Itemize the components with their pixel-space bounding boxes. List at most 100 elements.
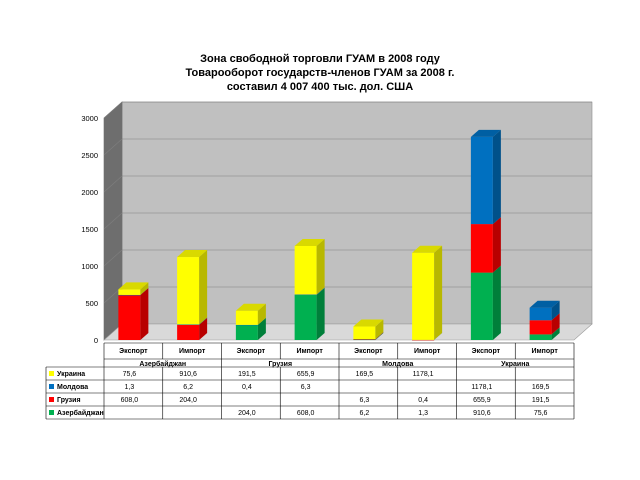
bar-5-Грузия-side: [434, 332, 443, 340]
chart-title-line-3: составил 4 007 400 тыс. дол. США: [227, 81, 413, 93]
legend-key-Молдова: [49, 384, 54, 389]
group-label: Грузия: [268, 361, 292, 368]
bar-6-Грузия-side: [492, 217, 501, 273]
data-label: 6,3: [360, 397, 370, 404]
group-label: Молдова: [382, 361, 413, 368]
bar-2-Украина-top: [235, 303, 266, 311]
legend-key-Грузия: [49, 397, 54, 402]
data-label: 6,2: [360, 410, 370, 417]
bar-3-Украина-top: [294, 239, 325, 247]
y-tick-label: 1500: [81, 225, 98, 234]
data-label: 655,9: [297, 371, 315, 378]
bar-3-Молдова-front: [294, 294, 317, 296]
bar-0-Грузия-front: [118, 295, 141, 340]
data-label: 608,0: [121, 397, 139, 404]
bar-3-Украина-side: [316, 239, 325, 295]
data-label: 75,6: [534, 410, 548, 417]
data-label: 204,0: [238, 410, 256, 417]
bar-0-Украина-front: [118, 289, 141, 295]
bar-7-Грузия-front: [529, 320, 552, 335]
data-label: 0,4: [418, 397, 428, 404]
bar-0-Молдова-side: [140, 287, 149, 296]
bar-5-Украина-side: [434, 245, 443, 340]
bar-6-Молдова-front: [470, 136, 493, 225]
bar-5-Азербайджан-side: [434, 332, 443, 340]
y-tick-label: 2500: [81, 151, 98, 160]
data-label: 910,6: [473, 410, 491, 417]
bar-0-Грузия-side: [140, 288, 149, 340]
bar-5-Украина-top: [412, 245, 443, 253]
bar-2-Молдова-side: [257, 317, 266, 325]
bar-7-Молдова-side: [551, 300, 560, 321]
bar-0-Украина-top: [118, 282, 149, 290]
bar-2-Украина-front: [235, 310, 258, 325]
data-label: 655,9: [473, 397, 491, 404]
data-label: 169,5: [532, 384, 550, 391]
data-label: 169,5: [356, 371, 374, 378]
legend-label: Украина: [57, 371, 85, 378]
gridline-side: [103, 138, 123, 156]
bar-6-Молдова-top: [470, 129, 501, 137]
data-label: 1,3: [125, 384, 135, 391]
category-label: Экспорт: [237, 348, 266, 355]
data-table: Экспорт Импорт Экспорт Импорт Экспорт Импорт Э…: [45, 342, 575, 420]
y-tick-label: 0: [94, 336, 98, 345]
y-tick-label: 2000: [81, 188, 98, 197]
group-label: Украина: [501, 361, 529, 368]
category-label: Экспорт: [119, 348, 148, 355]
bar-4-Украина-top: [353, 319, 384, 327]
bar-2-Украина-side: [257, 303, 266, 325]
bar-7-Молдова-front: [529, 307, 552, 321]
bar-3-Азербайджан-side: [316, 288, 325, 340]
bar-4-Грузия-side: [375, 332, 384, 340]
data-label: 191,5: [532, 397, 550, 404]
bar-1-Украина-side: [199, 250, 208, 325]
y-tick-label: 3000: [81, 114, 98, 123]
bar-2-Азербайджан-front: [235, 324, 258, 340]
legend-key-Украина: [49, 371, 54, 376]
data-label: 75,6: [123, 371, 137, 378]
y-tick-label: 1000: [81, 262, 98, 271]
bar-6-Грузия-front: [470, 224, 493, 273]
chart-title-line-1: Зона свободной торговли ГУАМ в 2008 году: [200, 53, 441, 65]
bar-4-Украина-side: [375, 319, 384, 340]
bar-2-Молдова-front: [235, 324, 258, 326]
category-label: Экспорт: [354, 348, 383, 355]
bar-7-Азербайджан-front: [529, 334, 552, 340]
legend-label: Азербайджан: [57, 409, 104, 417]
bar-1-Украина-top: [177, 250, 208, 258]
category-label: Импорт: [531, 348, 558, 355]
category-label: Импорт: [179, 348, 206, 355]
bar-3-Молдова-side: [316, 287, 325, 296]
bar-5-Грузия-front: [412, 339, 435, 341]
bar-3-Украина-front: [294, 246, 317, 295]
data-label: 910,6: [179, 371, 197, 378]
bar-6-Азербайджан-side: [492, 265, 501, 340]
data-label: 1178,1: [471, 384, 492, 391]
bar-5-Украина-front: [412, 252, 435, 340]
bar-4-Азербайджан-front: [353, 339, 376, 341]
data-label: 191,5: [238, 371, 256, 378]
bar-7-Азербайджан-side: [551, 327, 560, 340]
bar-6-Молдова-side: [492, 129, 501, 225]
plot-area: 0 500 1000 1500 2000 2500 3000: [81, 101, 593, 345]
gridline-side: [103, 101, 123, 119]
chart-title-line-2: Товарооборот государств-членов ГУАМ за 2…: [186, 67, 455, 79]
legend-label: Молдова: [57, 384, 88, 391]
legend-label: Грузия: [57, 397, 81, 404]
bar-6-Азербайджан-front: [470, 272, 493, 340]
bar-7-Грузия-side: [551, 313, 560, 335]
bar-2-Азербайджан-side: [257, 317, 266, 340]
data-label: 6,3: [301, 384, 311, 391]
y-tick-label: 500: [85, 299, 98, 308]
gridline-side: [103, 249, 123, 267]
bar-1-Молдова-front: [177, 324, 200, 325]
bar-4-Азербайджан-side: [375, 332, 384, 340]
bar-7-Молдова-top: [529, 300, 560, 308]
data-label: 6,2: [183, 384, 193, 391]
data-label: 0,4: [242, 384, 252, 391]
gridline-side: [103, 212, 123, 230]
bar-1-Грузия-side: [199, 317, 208, 340]
data-label: 1178,1: [413, 371, 434, 378]
